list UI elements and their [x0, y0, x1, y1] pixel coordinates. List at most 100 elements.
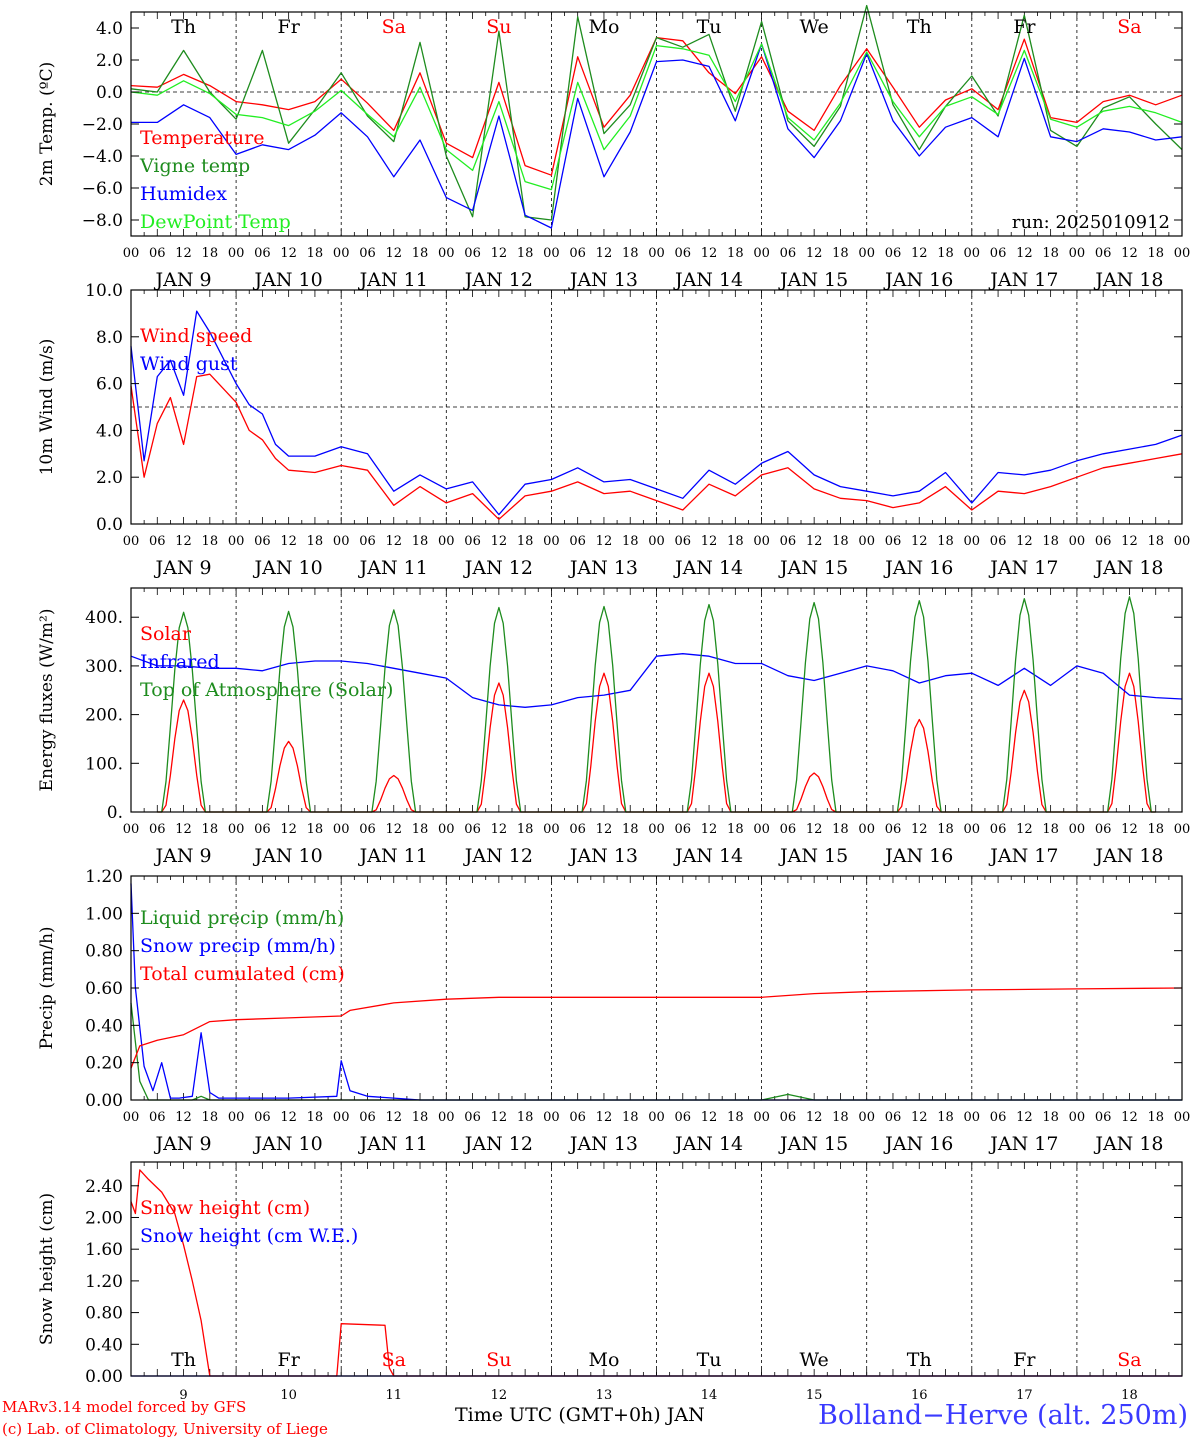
- hour-label: 06: [464, 534, 481, 549]
- legend-entry: Snow height (cm W.E.): [140, 1225, 358, 1247]
- hour-label: 18: [832, 1110, 849, 1125]
- y-tick-label: 0.40: [85, 1335, 123, 1355]
- hour-label: 18: [622, 534, 639, 549]
- y-tick-label: 0.20: [85, 1054, 123, 1074]
- plot-frame: [130, 289, 1183, 525]
- hour-label: 18: [1042, 534, 1059, 549]
- hour-label: 06: [675, 1110, 692, 1125]
- hour-label: 00: [964, 246, 981, 261]
- hour-label: 12: [385, 822, 402, 837]
- y-axis-title: Energy fluxes (W/m²): [37, 609, 57, 792]
- hour-label: 00: [438, 1110, 455, 1125]
- weekday-label: Th: [171, 16, 196, 38]
- hour-label: 18: [517, 1110, 534, 1125]
- hour-label: 00: [333, 1110, 350, 1125]
- y-tick-label: 2.0: [96, 51, 123, 71]
- hour-label: 12: [806, 822, 823, 837]
- hour-label: 18: [412, 246, 429, 261]
- date-label: JAN 12: [463, 269, 533, 291]
- hour-label: 06: [254, 1110, 271, 1125]
- y-tick-label: 0.80: [85, 1304, 123, 1324]
- hour-label: 06: [780, 534, 797, 549]
- hour-label: 06: [464, 822, 481, 837]
- legend-entry: Solar: [140, 623, 192, 645]
- hour-label: 18: [517, 822, 534, 837]
- legend-entry: Vigne temp: [139, 155, 250, 177]
- hour-label: 18: [307, 246, 324, 261]
- day-number: 10: [280, 1388, 297, 1403]
- hour-label: 00: [1069, 534, 1086, 549]
- y-tick-label: 200.: [85, 706, 123, 726]
- hour-label: 18: [727, 1110, 744, 1125]
- hour-label: 06: [359, 246, 376, 261]
- hour-label: 18: [727, 246, 744, 261]
- hour-label: 06: [464, 1110, 481, 1125]
- series-line: [131, 43, 1183, 229]
- date-label: JAN 18: [1093, 557, 1163, 579]
- hour-label: 06: [149, 822, 166, 837]
- y-tick-label: 8.0: [96, 328, 123, 348]
- hour-label: 12: [491, 822, 508, 837]
- date-label: JAN 10: [253, 845, 323, 867]
- series-line: [130, 1169, 1182, 1377]
- hour-label: 00: [228, 822, 245, 837]
- hour-label: 06: [254, 822, 271, 837]
- hour-label: 12: [701, 822, 718, 837]
- date-label: JAN 12: [463, 557, 533, 579]
- legend-entry: Snow height (cm): [140, 1197, 310, 1219]
- legend-entry: Humidex: [140, 183, 227, 205]
- hour-label: 18: [517, 246, 534, 261]
- hour-label: 18: [1147, 822, 1164, 837]
- date-label: JAN 16: [883, 269, 953, 291]
- hour-label: 18: [517, 534, 534, 549]
- hour-label: 18: [832, 822, 849, 837]
- hour-label: 18: [412, 822, 429, 837]
- hour-label: 18: [1042, 246, 1059, 261]
- hour-label: 06: [359, 534, 376, 549]
- hour-label: 00: [964, 1110, 981, 1125]
- series-line: [130, 653, 1183, 708]
- date-label: JAN 15: [778, 845, 848, 867]
- hour-label: 12: [1121, 246, 1138, 261]
- hour-label: 18: [937, 822, 954, 837]
- weekday-label: Sa: [1117, 16, 1141, 38]
- date-label: JAN 11: [358, 557, 428, 579]
- hour-label: 06: [780, 1110, 797, 1125]
- hour-label: 12: [280, 534, 297, 549]
- legend-entry: DewPoint Temp: [140, 211, 291, 233]
- hour-label: 12: [596, 534, 613, 549]
- hour-label: 00: [228, 246, 245, 261]
- hour-label: 06: [569, 1110, 586, 1125]
- date-label: JAN 18: [1093, 845, 1163, 867]
- weekday-label: We: [800, 16, 829, 38]
- date-label: JAN 15: [778, 557, 848, 579]
- date-label: JAN 9: [154, 845, 212, 867]
- hour-label: 00: [543, 246, 560, 261]
- weekday-label: Fr: [1013, 1349, 1036, 1371]
- hour-label: 12: [1016, 534, 1033, 549]
- hour-label: 12: [701, 534, 718, 549]
- date-label: JAN 13: [568, 1133, 638, 1155]
- date-label: JAN 15: [778, 1133, 848, 1155]
- hour-label: 18: [202, 534, 219, 549]
- hour-label: 12: [385, 246, 402, 261]
- hour-label: 18: [937, 534, 954, 549]
- hour-label: 12: [1121, 822, 1138, 837]
- hour-label: 18: [307, 822, 324, 837]
- date-label: JAN 12: [463, 845, 533, 867]
- date-label: JAN 16: [883, 845, 953, 867]
- hour-label: 06: [885, 822, 902, 837]
- y-tick-label: 0.60: [85, 979, 123, 999]
- hour-label: 00: [1174, 534, 1191, 549]
- date-label: JAN 16: [883, 557, 953, 579]
- hour-label: 00: [1069, 1110, 1086, 1125]
- weekday-label: Fr: [278, 1349, 301, 1371]
- date-label: JAN 14: [673, 269, 743, 291]
- hour-label: 18: [1147, 534, 1164, 549]
- hour-label: 06: [990, 534, 1007, 549]
- hour-label: 12: [491, 534, 508, 549]
- weekday-label: Mo: [588, 16, 619, 38]
- weekday-label: Su: [486, 1349, 511, 1371]
- hour-label: 18: [1147, 246, 1164, 261]
